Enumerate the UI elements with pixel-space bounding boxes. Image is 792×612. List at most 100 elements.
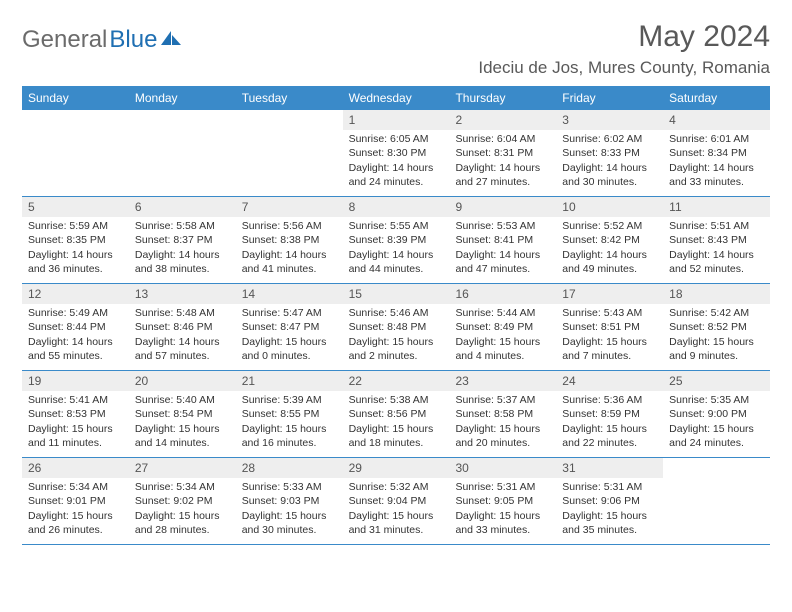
location-subtitle: Ideciu de Jos, Mures County, Romania bbox=[478, 58, 770, 78]
weekday-header: Wednesday bbox=[343, 86, 450, 110]
day-number: 29 bbox=[343, 458, 450, 478]
day-info-line: Sunrise: 5:34 AM bbox=[135, 480, 230, 494]
day-number: 25 bbox=[663, 371, 770, 391]
day-body: Sunrise: 5:53 AMSunset: 8:41 PMDaylight:… bbox=[449, 217, 556, 282]
day-body: Sunrise: 5:46 AMSunset: 8:48 PMDaylight:… bbox=[343, 304, 450, 369]
day-info-line: Sunset: 8:44 PM bbox=[28, 320, 123, 334]
day-info-line: Sunrise: 5:42 AM bbox=[669, 306, 764, 320]
day-number: 22 bbox=[343, 371, 450, 391]
day-cell: 5Sunrise: 5:59 AMSunset: 8:35 PMDaylight… bbox=[22, 197, 129, 283]
day-number bbox=[129, 110, 236, 130]
day-info-line: Sunrise: 5:48 AM bbox=[135, 306, 230, 320]
day-info-line: Sunset: 9:06 PM bbox=[562, 494, 657, 508]
day-info-line: Daylight: 15 hours and 11 minutes. bbox=[28, 422, 123, 450]
day-info-line: Daylight: 15 hours and 24 minutes. bbox=[669, 422, 764, 450]
day-cell: 22Sunrise: 5:38 AMSunset: 8:56 PMDayligh… bbox=[343, 371, 450, 457]
day-body bbox=[129, 130, 236, 138]
day-info-line: Daylight: 14 hours and 44 minutes. bbox=[349, 248, 444, 276]
day-cell bbox=[129, 110, 236, 196]
day-info-line: Sunset: 8:37 PM bbox=[135, 233, 230, 247]
day-cell: 28Sunrise: 5:33 AMSunset: 9:03 PMDayligh… bbox=[236, 458, 343, 544]
day-body: Sunrise: 5:42 AMSunset: 8:52 PMDaylight:… bbox=[663, 304, 770, 369]
day-number: 30 bbox=[449, 458, 556, 478]
day-cell: 31Sunrise: 5:31 AMSunset: 9:06 PMDayligh… bbox=[556, 458, 663, 544]
day-info-line: Sunset: 8:46 PM bbox=[135, 320, 230, 334]
day-cell: 30Sunrise: 5:31 AMSunset: 9:05 PMDayligh… bbox=[449, 458, 556, 544]
day-number: 5 bbox=[22, 197, 129, 217]
day-number: 9 bbox=[449, 197, 556, 217]
day-cell: 3Sunrise: 6:02 AMSunset: 8:33 PMDaylight… bbox=[556, 110, 663, 196]
day-body: Sunrise: 6:05 AMSunset: 8:30 PMDaylight:… bbox=[343, 130, 450, 195]
day-info-line: Sunset: 8:31 PM bbox=[455, 146, 550, 160]
logo-sail-icon bbox=[161, 29, 183, 52]
weekday-header: Tuesday bbox=[236, 86, 343, 110]
day-info-line: Sunset: 8:30 PM bbox=[349, 146, 444, 160]
day-number: 21 bbox=[236, 371, 343, 391]
day-body: Sunrise: 5:31 AMSunset: 9:06 PMDaylight:… bbox=[556, 478, 663, 543]
day-number: 24 bbox=[556, 371, 663, 391]
day-cell: 27Sunrise: 5:34 AMSunset: 9:02 PMDayligh… bbox=[129, 458, 236, 544]
day-body: Sunrise: 5:34 AMSunset: 9:01 PMDaylight:… bbox=[22, 478, 129, 543]
day-info-line: Sunset: 8:39 PM bbox=[349, 233, 444, 247]
day-number: 18 bbox=[663, 284, 770, 304]
day-body: Sunrise: 6:01 AMSunset: 8:34 PMDaylight:… bbox=[663, 130, 770, 195]
day-info-line: Daylight: 15 hours and 18 minutes. bbox=[349, 422, 444, 450]
day-body: Sunrise: 5:36 AMSunset: 8:59 PMDaylight:… bbox=[556, 391, 663, 456]
day-cell: 24Sunrise: 5:36 AMSunset: 8:59 PMDayligh… bbox=[556, 371, 663, 457]
day-info-line: Sunrise: 5:44 AM bbox=[455, 306, 550, 320]
day-body: Sunrise: 5:51 AMSunset: 8:43 PMDaylight:… bbox=[663, 217, 770, 282]
day-info-line: Sunset: 8:33 PM bbox=[562, 146, 657, 160]
day-info-line: Sunrise: 6:04 AM bbox=[455, 132, 550, 146]
day-number: 14 bbox=[236, 284, 343, 304]
day-number bbox=[236, 110, 343, 130]
day-number: 13 bbox=[129, 284, 236, 304]
day-body: Sunrise: 5:37 AMSunset: 8:58 PMDaylight:… bbox=[449, 391, 556, 456]
day-info-line: Daylight: 15 hours and 22 minutes. bbox=[562, 422, 657, 450]
day-info-line: Daylight: 15 hours and 2 minutes. bbox=[349, 335, 444, 363]
day-info-line: Sunrise: 5:35 AM bbox=[669, 393, 764, 407]
day-info-line: Daylight: 14 hours and 55 minutes. bbox=[28, 335, 123, 363]
day-info-line: Sunrise: 5:33 AM bbox=[242, 480, 337, 494]
day-number bbox=[22, 110, 129, 130]
day-cell bbox=[236, 110, 343, 196]
day-cell: 17Sunrise: 5:43 AMSunset: 8:51 PMDayligh… bbox=[556, 284, 663, 370]
day-cell: 14Sunrise: 5:47 AMSunset: 8:47 PMDayligh… bbox=[236, 284, 343, 370]
day-body: Sunrise: 5:44 AMSunset: 8:49 PMDaylight:… bbox=[449, 304, 556, 369]
day-body: Sunrise: 6:02 AMSunset: 8:33 PMDaylight:… bbox=[556, 130, 663, 195]
day-info-line: Daylight: 14 hours and 47 minutes. bbox=[455, 248, 550, 276]
day-cell: 26Sunrise: 5:34 AMSunset: 9:01 PMDayligh… bbox=[22, 458, 129, 544]
day-number: 15 bbox=[343, 284, 450, 304]
day-number: 3 bbox=[556, 110, 663, 130]
day-number: 26 bbox=[22, 458, 129, 478]
day-body: Sunrise: 5:55 AMSunset: 8:39 PMDaylight:… bbox=[343, 217, 450, 282]
day-body: Sunrise: 5:59 AMSunset: 8:35 PMDaylight:… bbox=[22, 217, 129, 282]
day-info-line: Sunrise: 5:58 AM bbox=[135, 219, 230, 233]
day-number: 27 bbox=[129, 458, 236, 478]
weeks-container: 1Sunrise: 6:05 AMSunset: 8:30 PMDaylight… bbox=[22, 110, 770, 545]
week-row: 1Sunrise: 6:05 AMSunset: 8:30 PMDaylight… bbox=[22, 110, 770, 197]
day-info-line: Sunset: 9:00 PM bbox=[669, 407, 764, 421]
weekday-header: Thursday bbox=[449, 86, 556, 110]
day-number: 10 bbox=[556, 197, 663, 217]
day-number: 4 bbox=[663, 110, 770, 130]
day-number: 31 bbox=[556, 458, 663, 478]
day-info-line: Sunset: 8:49 PM bbox=[455, 320, 550, 334]
logo-text-blue: Blue bbox=[109, 26, 157, 54]
week-row: 12Sunrise: 5:49 AMSunset: 8:44 PMDayligh… bbox=[22, 284, 770, 371]
day-body: Sunrise: 5:52 AMSunset: 8:42 PMDaylight:… bbox=[556, 217, 663, 282]
day-body: Sunrise: 5:43 AMSunset: 8:51 PMDaylight:… bbox=[556, 304, 663, 369]
day-info-line: Sunrise: 5:49 AM bbox=[28, 306, 123, 320]
day-info-line: Sunset: 8:54 PM bbox=[135, 407, 230, 421]
day-info-line: Sunrise: 5:37 AM bbox=[455, 393, 550, 407]
day-info-line: Sunset: 9:04 PM bbox=[349, 494, 444, 508]
day-info-line: Daylight: 15 hours and 33 minutes. bbox=[455, 509, 550, 537]
day-info-line: Sunrise: 5:53 AM bbox=[455, 219, 550, 233]
day-info-line: Daylight: 15 hours and 26 minutes. bbox=[28, 509, 123, 537]
day-info-line: Daylight: 15 hours and 31 minutes. bbox=[349, 509, 444, 537]
week-row: 19Sunrise: 5:41 AMSunset: 8:53 PMDayligh… bbox=[22, 371, 770, 458]
weekday-header: Sunday bbox=[22, 86, 129, 110]
day-cell: 12Sunrise: 5:49 AMSunset: 8:44 PMDayligh… bbox=[22, 284, 129, 370]
day-info-line: Daylight: 15 hours and 20 minutes. bbox=[455, 422, 550, 450]
day-info-line: Sunrise: 5:52 AM bbox=[562, 219, 657, 233]
day-body: Sunrise: 5:40 AMSunset: 8:54 PMDaylight:… bbox=[129, 391, 236, 456]
